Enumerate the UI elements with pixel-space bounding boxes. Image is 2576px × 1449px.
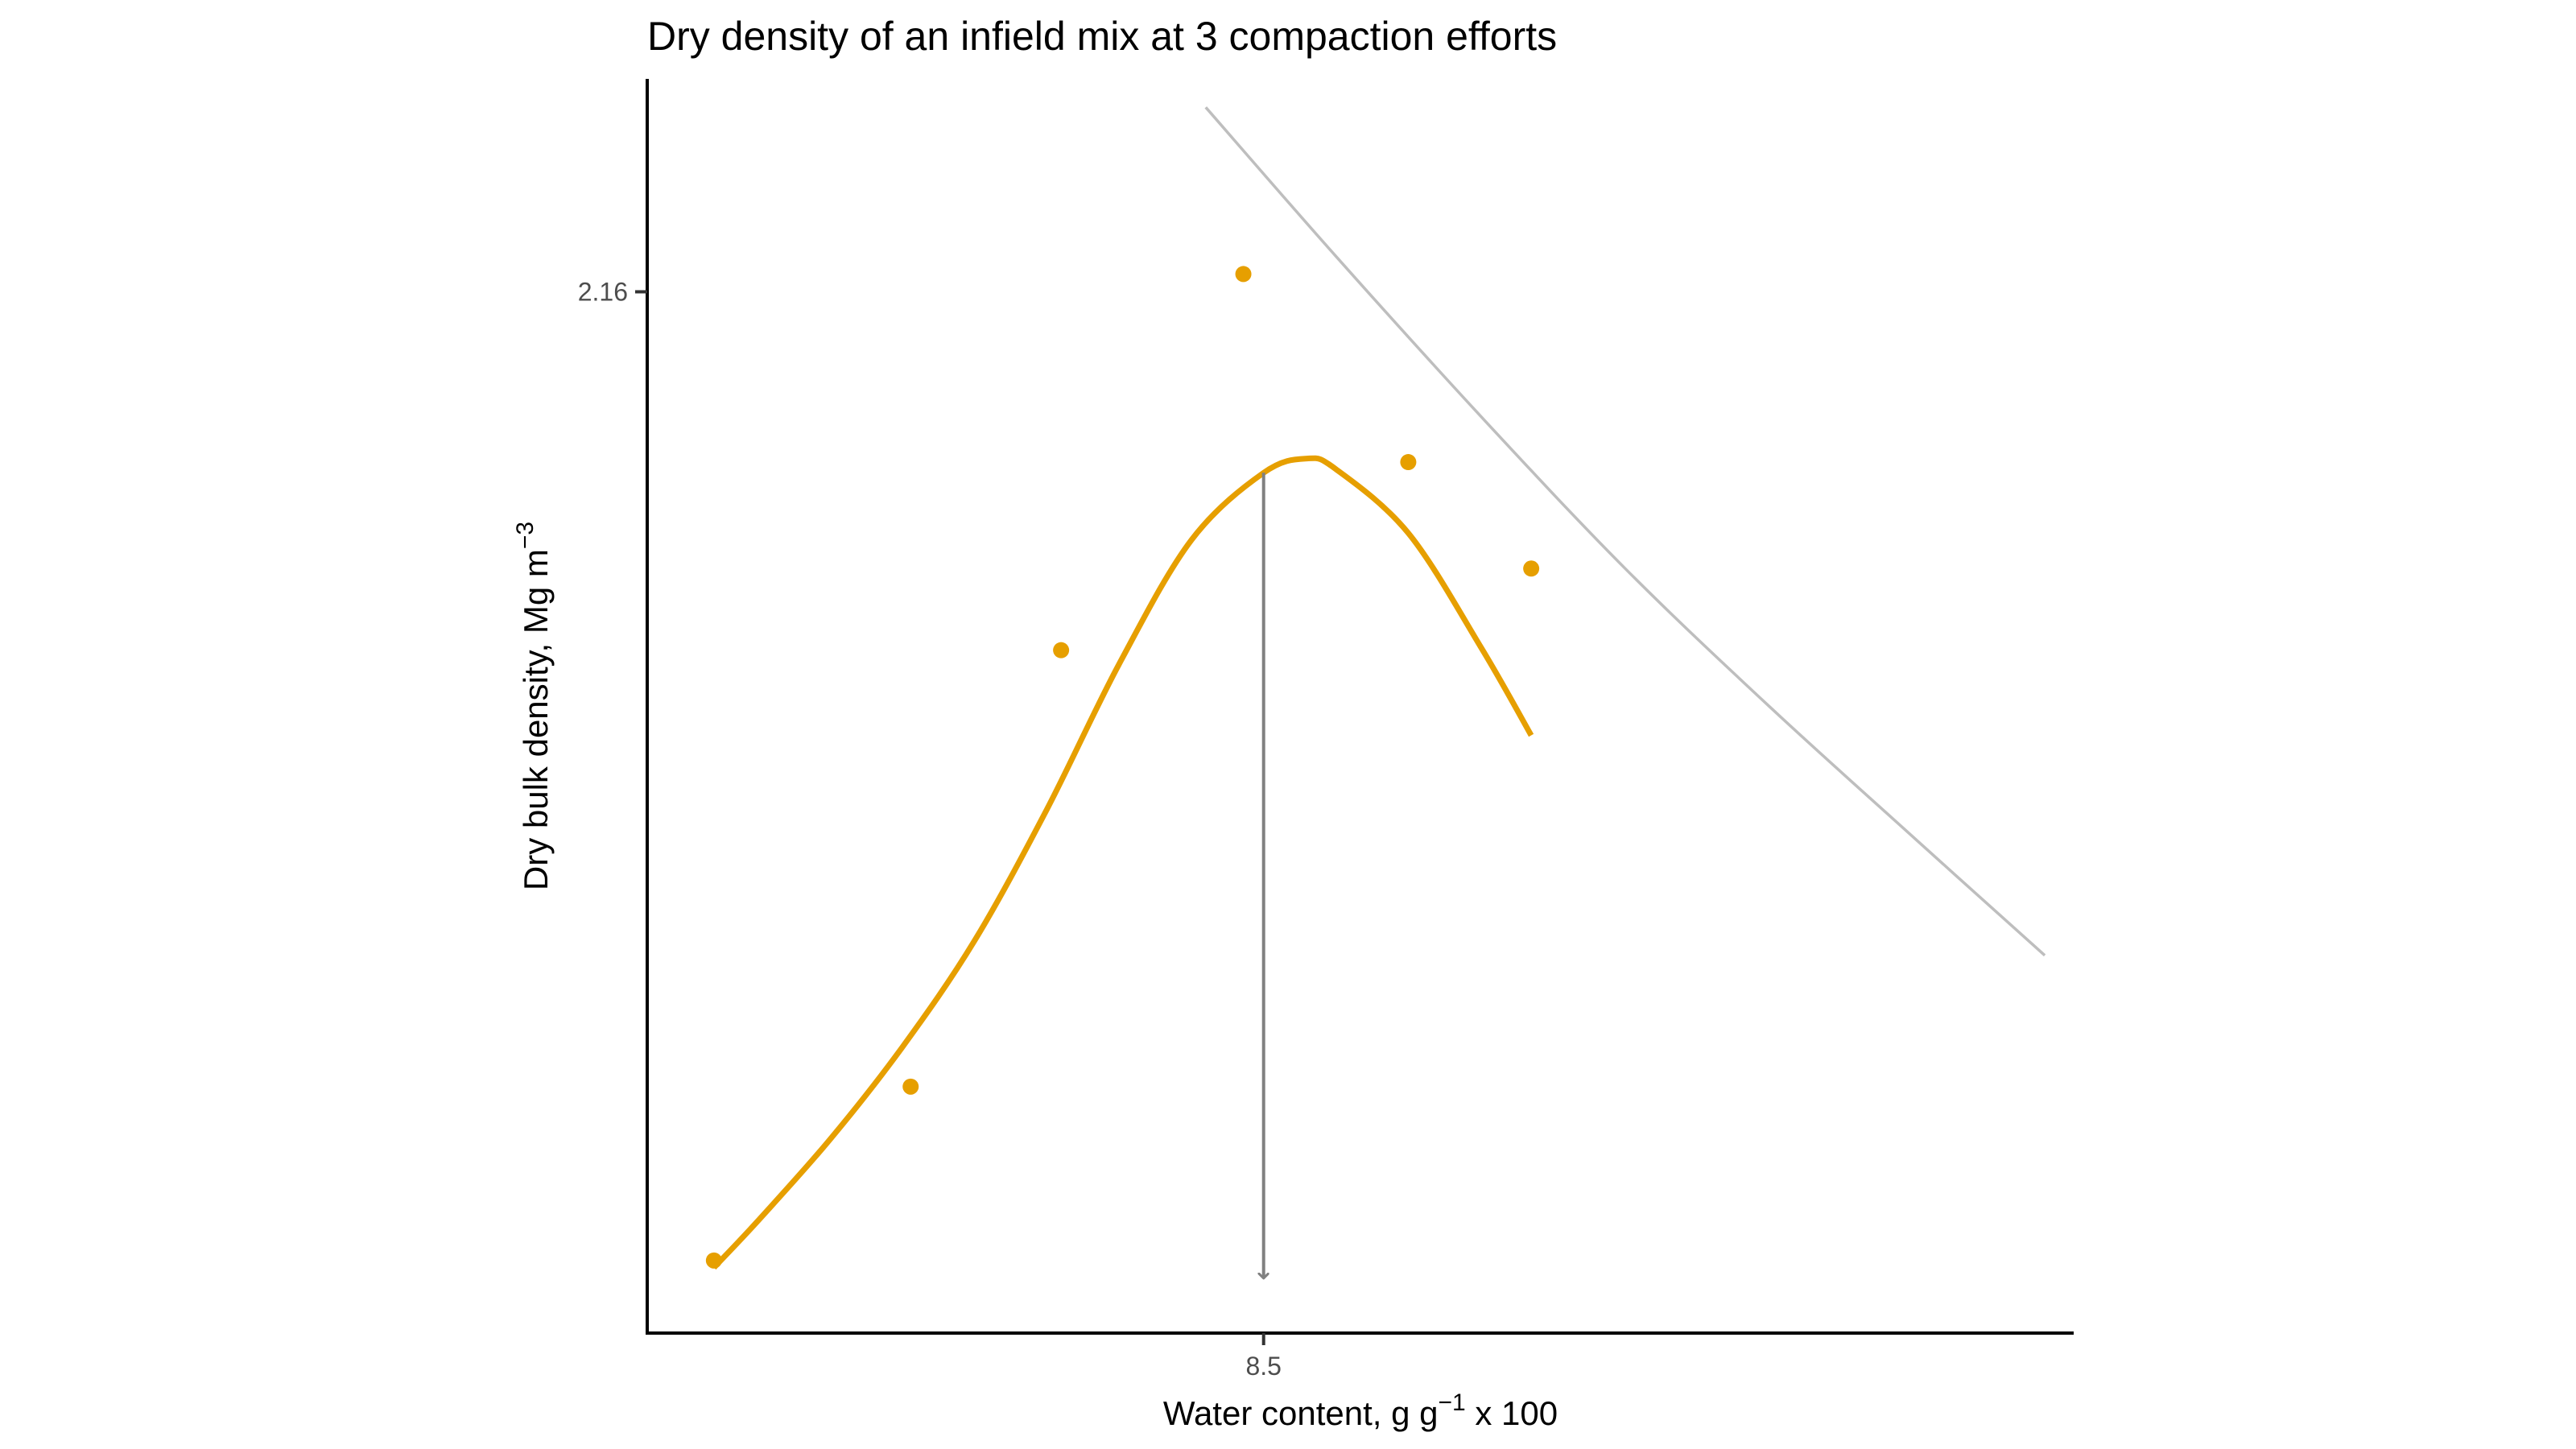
x-axis-label: Water content, g g−1 x 100	[1163, 1389, 1558, 1432]
x-axis-label-superscript: −1	[1438, 1389, 1465, 1416]
y-axis-label-base: Dry bulk density, Mg m	[517, 549, 555, 890]
y-axis-label-superscript: −3	[512, 522, 539, 549]
zero-air-voids-line	[1204, 106, 2046, 957]
y-axis-label: Dry bulk density, Mg m−3	[512, 522, 555, 890]
data-point	[705, 1252, 722, 1269]
data-point	[1523, 560, 1540, 577]
y-axis-ticks: 2.16	[578, 277, 647, 306]
plot-area	[705, 106, 2046, 1278]
x-axis-label-suffix: x 100	[1466, 1394, 1558, 1432]
y-tick-label: 2.16	[578, 277, 628, 306]
data-point	[902, 1078, 919, 1095]
chart-title: Dry density of an infield mix at 3 compa…	[647, 14, 1557, 59]
data-point	[1400, 454, 1417, 471]
fitted-curve-line	[712, 455, 1534, 1270]
x-axis-label-base: Water content, g g	[1163, 1394, 1439, 1432]
data-point	[1235, 266, 1252, 283]
x-tick-label: 8.5	[1245, 1352, 1281, 1381]
data-point	[1053, 642, 1070, 658]
x-axis-ticks: 8.5	[1245, 1333, 1282, 1381]
